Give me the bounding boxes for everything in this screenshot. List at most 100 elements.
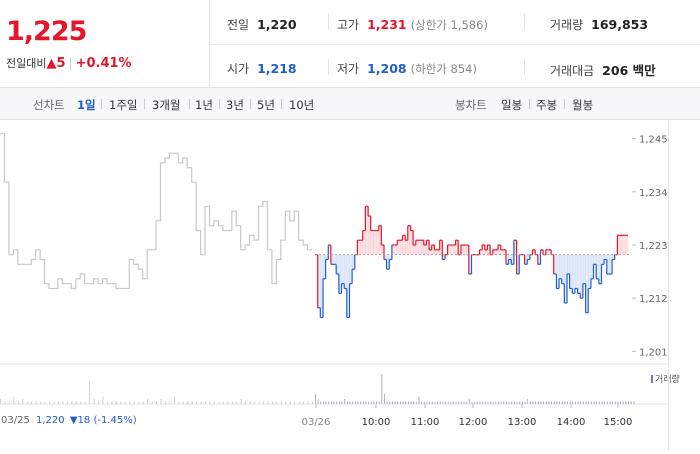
- tab-separator: [144, 99, 145, 109]
- volume-bar-today: [394, 401, 396, 404]
- today-fill-segment: [383, 254, 387, 260]
- volume-bar-today: [564, 401, 566, 404]
- volume-bar-prev: [294, 401, 296, 404]
- volume-bar-today: [479, 401, 481, 404]
- today-fill-segment: [527, 254, 531, 260]
- volume-bar-today: [444, 401, 446, 404]
- volume-bar-today: [527, 399, 529, 404]
- volume-bar-prev: [312, 401, 313, 404]
- volume-bar-prev: [44, 401, 46, 404]
- today-fill-segment: [360, 240, 364, 255]
- stats-divider: [210, 44, 700, 45]
- volume-bar-prev: [75, 401, 77, 404]
- volume-bar-today: [532, 401, 534, 404]
- today-fill-segment: [349, 254, 353, 284]
- stat-value: 1,231: [367, 17, 407, 32]
- stat-label: 전일: [227, 18, 250, 32]
- volume-bar-today: [625, 401, 627, 404]
- volume-bars: [0, 374, 635, 404]
- volume-bar-prev: [156, 401, 157, 404]
- tab-separator: [564, 99, 565, 109]
- today-series: [315, 205, 628, 319]
- today-fill-segment: [620, 235, 623, 255]
- tab-weekly[interactable]: 주봉: [536, 98, 558, 112]
- today-fill-segment: [386, 254, 390, 270]
- volume-bar-today: [617, 401, 619, 404]
- tab-10y[interactable]: 10년: [289, 98, 315, 112]
- volume-bar-prev: [13, 396, 15, 404]
- today-fill-segment: [450, 245, 454, 255]
- volume-bar-prev: [231, 401, 233, 404]
- volume-bar-prev: [280, 401, 282, 404]
- tab-monthly[interactable]: 월봉: [572, 98, 594, 112]
- volume-bar-today: [593, 401, 595, 404]
- volume-bar-prev: [115, 401, 117, 404]
- prev-day-info: 03/25 1,220 ▼18 (-1.45%): [1, 415, 137, 426]
- volume-bar-today: [397, 401, 399, 404]
- volume-bar-today: [423, 401, 425, 404]
- volume-bar-today: [630, 401, 632, 404]
- today-fill-segment: [495, 249, 499, 255]
- volume-bar-prev: [17, 401, 19, 404]
- today-fill-segment: [532, 249, 536, 255]
- price-chart[interactable]: 1,245 1,234 1,223 1,212 1,201 03/26 10:00 11:0…: [0, 121, 700, 450]
- today-fill-segment: [325, 254, 329, 260]
- tab-5y[interactable]: 5년: [257, 98, 275, 112]
- x-tick-label: 10:00: [362, 417, 391, 428]
- tab-3m[interactable]: 3개월: [152, 98, 181, 112]
- volume-bar-prev: [249, 401, 251, 404]
- today-fill-segment: [582, 254, 586, 284]
- volume-bar-prev: [200, 401, 202, 404]
- prev-day-line: [0, 133, 312, 290]
- today-fill-segment: [609, 254, 613, 274]
- volume-bar-today: [333, 401, 335, 404]
- stat-sub: (상한가 1,586): [410, 18, 488, 32]
- today-fill-segment: [482, 245, 486, 255]
- volume-bar-today: [540, 401, 542, 404]
- today-fill-segment: [492, 249, 496, 255]
- today-fill-segment: [593, 254, 597, 265]
- today-fill-segment: [574, 254, 578, 289]
- today-fill-segment: [376, 230, 379, 255]
- today-fill-segment: [559, 254, 562, 279]
- tab-3y[interactable]: 3년: [226, 98, 244, 112]
- stats-vdivider: [524, 59, 525, 75]
- volume-bar-today: [450, 401, 452, 404]
- tab-daily[interactable]: 일봉: [501, 98, 523, 112]
- today-fill-segment: [333, 254, 337, 265]
- volume-bar-prev: [227, 401, 229, 404]
- volume-bar-today: [402, 401, 404, 404]
- stat-label: 거래량: [550, 18, 584, 32]
- today-fill-segment: [572, 254, 576, 294]
- tab-1y[interactable]: 1년: [195, 98, 213, 112]
- volume-bar-today: [442, 401, 444, 404]
- volume-bar-today: [633, 401, 635, 404]
- x-tick-label: 15:00: [604, 417, 633, 428]
- stat-sub: (하한가 854): [410, 62, 477, 76]
- volume-bar-prev: [138, 401, 140, 404]
- today-fill-segment: [625, 235, 629, 255]
- today-fill-segment: [580, 254, 584, 299]
- volume-bar-prev: [111, 401, 113, 404]
- today-fill-segment: [500, 249, 504, 255]
- volume-bar-today: [413, 401, 415, 404]
- x-tick-label: 03/26: [302, 417, 331, 428]
- volume-bar-prev: [303, 401, 305, 404]
- tab-1d[interactable]: 1일: [77, 98, 96, 112]
- volume-bar-prev: [80, 401, 82, 404]
- volume-bar-prev: [169, 401, 171, 404]
- today-fill-segment: [484, 249, 488, 255]
- volume-bar-today: [628, 401, 629, 404]
- today-fill-segment: [598, 254, 602, 284]
- volume-bar-prev: [285, 401, 287, 404]
- volume-bar-today: [561, 401, 563, 404]
- prev-day-series: [0, 133, 312, 290]
- tab-1w[interactable]: 1주일: [109, 98, 138, 112]
- today-fill-segment: [373, 230, 377, 255]
- volume-bar-today: [463, 401, 465, 404]
- today-fill-segment: [455, 240, 459, 255]
- today-fill-segment: [389, 254, 393, 260]
- line-chart-label: 선차트: [33, 98, 65, 112]
- today-fill-segment: [434, 249, 438, 255]
- x-tick-label: 14:00: [557, 417, 586, 428]
